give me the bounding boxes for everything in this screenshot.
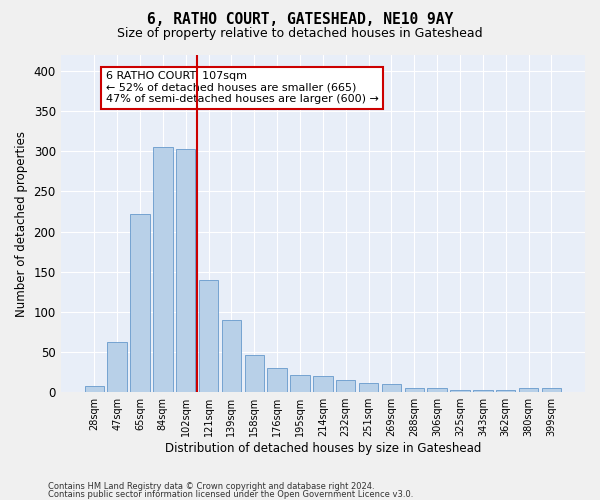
Bar — [221, 320, 241, 392]
Bar — [336, 380, 355, 392]
Text: 6, RATHO COURT, GATESHEAD, NE10 9AY: 6, RATHO COURT, GATESHEAD, NE10 9AY — [147, 12, 453, 28]
Bar — [199, 280, 218, 392]
Bar — [359, 382, 378, 392]
Bar — [176, 149, 196, 392]
Bar — [153, 148, 173, 392]
Bar — [382, 384, 401, 392]
Bar — [450, 390, 470, 392]
Bar — [268, 368, 287, 392]
Bar — [245, 356, 264, 392]
Bar — [542, 388, 561, 392]
Text: Contains HM Land Registry data © Crown copyright and database right 2024.: Contains HM Land Registry data © Crown c… — [48, 482, 374, 491]
Bar — [519, 388, 538, 392]
X-axis label: Distribution of detached houses by size in Gateshead: Distribution of detached houses by size … — [164, 442, 481, 455]
Text: Size of property relative to detached houses in Gateshead: Size of property relative to detached ho… — [117, 28, 483, 40]
Bar — [107, 342, 127, 392]
Text: Contains public sector information licensed under the Open Government Licence v3: Contains public sector information licen… — [48, 490, 413, 499]
Bar — [85, 386, 104, 392]
Bar — [290, 374, 310, 392]
Text: 6 RATHO COURT: 107sqm
← 52% of detached houses are smaller (665)
47% of semi-det: 6 RATHO COURT: 107sqm ← 52% of detached … — [106, 71, 379, 104]
Bar — [427, 388, 447, 392]
Bar — [404, 388, 424, 392]
Bar — [313, 376, 332, 392]
Bar — [473, 390, 493, 392]
Bar — [496, 390, 515, 392]
Bar — [130, 214, 149, 392]
Y-axis label: Number of detached properties: Number of detached properties — [15, 130, 28, 316]
